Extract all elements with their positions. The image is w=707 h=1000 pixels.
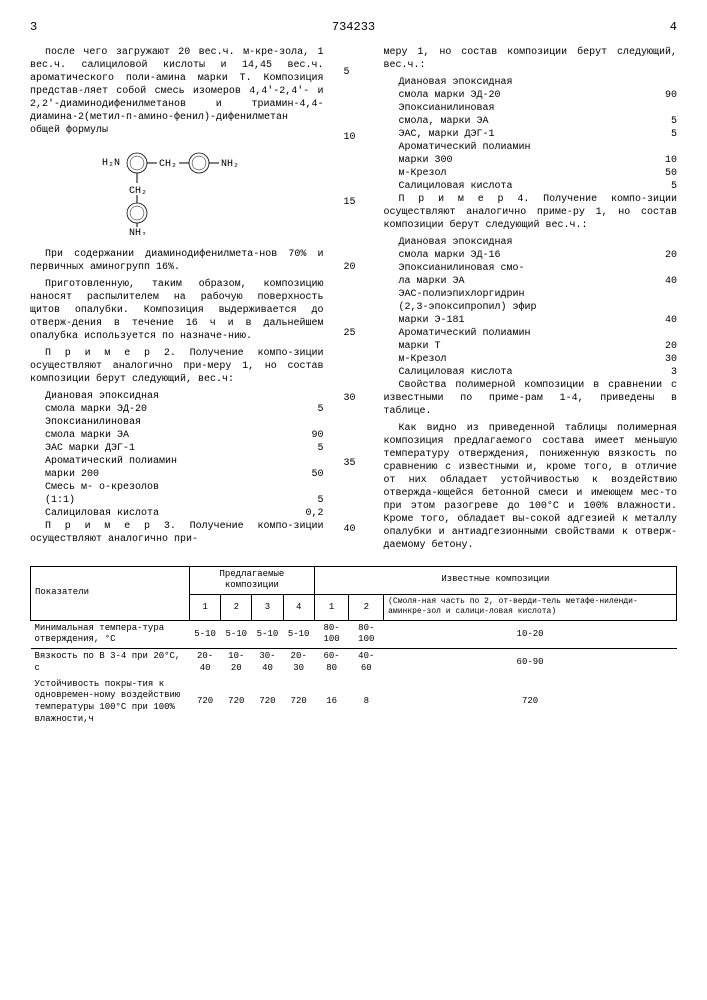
table-cell: 5-10 bbox=[283, 620, 314, 648]
composition-row: ЭАС, марки ДЭГ-15 bbox=[384, 128, 678, 141]
table-cell: 10-20 bbox=[384, 620, 677, 648]
table-col-num: 1 bbox=[314, 594, 349, 620]
table-header-proposed: Предлагаемые композиции bbox=[190, 566, 315, 594]
table-cell: 720 bbox=[221, 677, 252, 728]
composition-row: ла марки ЭА40 bbox=[384, 275, 678, 288]
line-number: 20 bbox=[344, 261, 364, 274]
composition-row: марки Э-18140 bbox=[384, 314, 678, 327]
table-col-num: 4 bbox=[283, 594, 314, 620]
line-numbers: 5 10 15 20 25 30 35 40 bbox=[344, 46, 364, 556]
table-cell: 20-40 bbox=[190, 649, 221, 677]
table-cell: 60-90 bbox=[384, 649, 677, 677]
composition-row: смола марки ЭД-1620 bbox=[384, 249, 678, 262]
composition-row: смола марки ЭА90 bbox=[30, 429, 324, 442]
line-number: 5 bbox=[344, 66, 364, 79]
left-para3: Приготовленную, таким образом, композици… bbox=[30, 278, 324, 343]
line-number: 40 bbox=[344, 523, 364, 536]
table-row-label: Минимальная темпера-тура отверждения, °С bbox=[31, 620, 190, 648]
properties-table: Показатели Предлагаемые композиции Извес… bbox=[30, 566, 677, 728]
composition-row: смола марки ЭД-2090 bbox=[384, 89, 678, 102]
composition-row: м-Крезол50 bbox=[384, 167, 678, 180]
composition-row: Диановая эпоксидная bbox=[384, 236, 678, 249]
composition-row: Эпоксианилиновая bbox=[30, 416, 324, 429]
composition-row: м-Крезол30 bbox=[384, 353, 678, 366]
composition-row: марки 20050 bbox=[30, 468, 324, 481]
table-cell: 60-80 bbox=[314, 649, 349, 677]
page-right: 4 bbox=[670, 20, 677, 36]
table-cell: 5-10 bbox=[252, 620, 283, 648]
page-header: 3 734233 4 bbox=[30, 20, 677, 36]
svg-text:CH₂: CH₂ bbox=[159, 159, 177, 170]
table-cell: 8 bbox=[349, 677, 384, 728]
left-para4: П р и м е р 2. Получение компо-зиции осу… bbox=[30, 347, 324, 386]
left-column: после чего загружают 20 вес.ч. м-кре-зол… bbox=[30, 46, 324, 556]
svg-text:H₂N: H₂N bbox=[102, 158, 120, 169]
composition-row: Салициловая кислота0,2 bbox=[30, 507, 324, 520]
composition-row: Ароматический полиамин bbox=[384, 141, 678, 154]
table-cell: 80-100 bbox=[314, 620, 349, 648]
composition-row: смола, марки ЭА5 bbox=[384, 115, 678, 128]
composition-row: (1:1)5 bbox=[30, 494, 324, 507]
composition-row: Ароматический полиамин bbox=[384, 327, 678, 340]
table-cell: 720 bbox=[283, 677, 314, 728]
composition-row: Диановая эпоксидная bbox=[30, 390, 324, 403]
line-number: 35 bbox=[344, 457, 364, 470]
composition-row: марки Т20 bbox=[384, 340, 678, 353]
right-para4: Как видно из приведенной таблицы полимер… bbox=[384, 422, 678, 552]
text-columns: после чего загружают 20 вес.ч. м-кре-зол… bbox=[30, 46, 677, 556]
right-para2: П р и м е р 4. Получение компо-зиции осу… bbox=[384, 193, 678, 232]
table-row-label: Вязкость по В 3-4 при 20°С, с bbox=[31, 649, 190, 677]
right-para1: меру 1, но состав композиции берут следу… bbox=[384, 46, 678, 72]
chemical-formula: H₂N CH₂ NH₂ CH₂ NH₂ bbox=[30, 145, 324, 240]
table-col-num: 1 bbox=[190, 594, 221, 620]
table-cell: 40-60 bbox=[349, 649, 384, 677]
table-cell: 720 bbox=[252, 677, 283, 728]
left-para5: П р и м е р 3. Получение компо-зиции осу… bbox=[30, 520, 324, 546]
line-number: 15 bbox=[344, 196, 364, 209]
table-cell: 720 bbox=[384, 677, 677, 728]
composition-row: (2,3-эпоксипропил) эфир bbox=[384, 301, 678, 314]
table-col-num: 3 bbox=[252, 594, 283, 620]
svg-text:NH₂: NH₂ bbox=[129, 228, 147, 235]
table-col-num: 2 bbox=[221, 594, 252, 620]
page-left: 3 bbox=[30, 20, 37, 36]
svg-text:NH₂: NH₂ bbox=[221, 159, 239, 170]
line-number: 25 bbox=[344, 327, 364, 340]
table-cell: 20-30 bbox=[283, 649, 314, 677]
composition-row: смола марки ЭД-205 bbox=[30, 403, 324, 416]
table-col-label: Показатели bbox=[31, 566, 190, 620]
table-row-label: Устойчивость покры-тия к одновремен-ному… bbox=[31, 677, 190, 728]
table-cell: 16 bbox=[314, 677, 349, 728]
svg-text:CH₂: CH₂ bbox=[129, 186, 147, 197]
table-col-num: 2 bbox=[349, 594, 384, 620]
composition-row: Ароматический полиамин bbox=[30, 455, 324, 468]
left-para2: При содержании диаминодифенилмета-нов 70… bbox=[30, 248, 324, 274]
right-para3: Свойства полимерной композиции в сравнен… bbox=[384, 379, 678, 418]
composition-row: Салициловая кислота5 bbox=[384, 180, 678, 193]
composition-2-list: Диановая эпоксиднаясмола марки ЭД-205Эпо… bbox=[30, 390, 324, 520]
composition-row: Диановая эпоксидная bbox=[384, 76, 678, 89]
composition-3-list: Диановая эпоксиднаясмола марки ЭД-2090Эп… bbox=[384, 76, 678, 193]
composition-row: Эпоксианилиновая bbox=[384, 102, 678, 115]
table-cell: 30-40 bbox=[252, 649, 283, 677]
doc-number: 734233 bbox=[37, 20, 670, 36]
composition-row: Эпоксианилиновая смо- bbox=[384, 262, 678, 275]
table-cell: 5-10 bbox=[190, 620, 221, 648]
table-cell: 5-10 bbox=[221, 620, 252, 648]
table-cell: 80-100 bbox=[349, 620, 384, 648]
line-number: 30 bbox=[344, 392, 364, 405]
composition-row: ЭАС марки ДЭГ-15 bbox=[30, 442, 324, 455]
composition-row: Салициловая кислота3 bbox=[384, 366, 678, 379]
composition-row: Смесь м- о-крезолов bbox=[30, 481, 324, 494]
table-header-known: Известные композиции bbox=[314, 566, 676, 594]
composition-row: марки 30010 bbox=[384, 154, 678, 167]
right-column: меру 1, но состав композиции берут следу… bbox=[384, 46, 678, 556]
left-para1: после чего загружают 20 вес.ч. м-кре-зол… bbox=[30, 46, 324, 137]
table-note: (Смоля-ная часть по 2, от-верди-тель мет… bbox=[384, 594, 677, 620]
table-cell: 10-20 bbox=[221, 649, 252, 677]
composition-4-list: Диановая эпоксиднаясмола марки ЭД-1620Эп… bbox=[384, 236, 678, 379]
table-cell: 720 bbox=[190, 677, 221, 728]
composition-row: ЭАС-полиэпихлоргидрин bbox=[384, 288, 678, 301]
line-number: 10 bbox=[344, 131, 364, 144]
